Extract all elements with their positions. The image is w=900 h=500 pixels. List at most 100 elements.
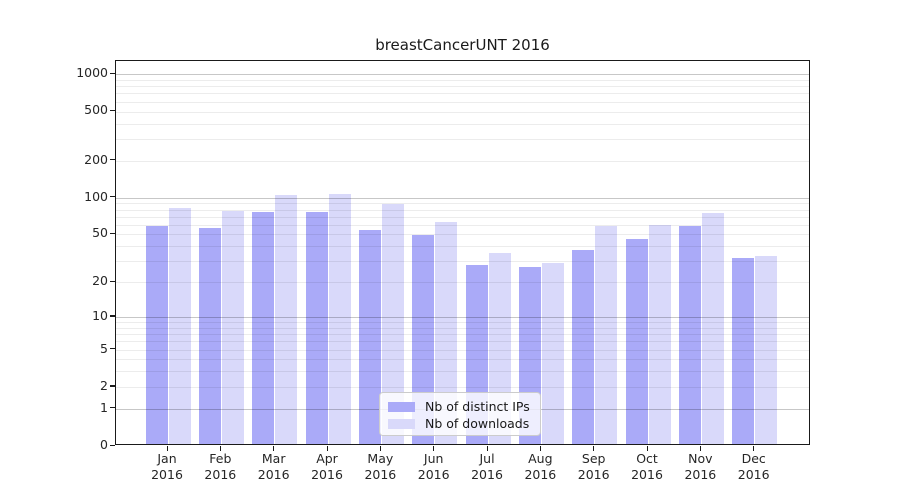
y-tick-mark [110,348,115,350]
minor-gridline [116,261,809,263]
x-tick-year: 2016 [151,467,183,482]
x-tick-label: May 2016 [352,451,408,483]
x-tick-label: Mar 2016 [246,451,302,483]
y-tick-label: 5 [100,340,108,356]
x-tick-label: Dec 2016 [726,451,782,483]
minor-gridline [116,234,809,236]
legend: Nb of distinct IPs Nb of downloads [379,392,541,436]
x-tick-mark [219,446,222,451]
minor-gridline [116,246,809,248]
legend-swatch-distinct-ips [388,401,415,412]
x-tick-mark [379,446,382,451]
bar-downloads-jun [435,221,458,444]
bar-distinct-ips-sep [572,249,595,444]
bar-downloads-oct [648,224,671,444]
minor-gridline [116,203,809,205]
major-gridline [116,317,809,318]
y-tick-mark [110,232,115,235]
x-tick-mark [539,446,542,451]
y-tick-label: 500 [84,102,108,118]
bar-downloads-sep [595,225,618,444]
y-tick-mark [110,109,115,112]
minor-gridline [116,224,809,226]
bar-distinct-ips-jun [412,234,435,444]
bar-distinct-ips-oct [625,239,648,444]
minor-gridline [116,386,809,388]
minor-gridline [116,282,809,284]
minor-gridline [116,138,809,140]
chart-title: breastCancerUNT 2016 [375,36,550,54]
y-tick-mark [110,407,115,409]
bar-distinct-ips-feb [198,228,221,444]
x-tick-month: Feb [209,451,232,466]
x-tick-year: 2016 [631,467,663,482]
x-tick-label: Aug 2016 [512,451,568,483]
minor-gridline [116,327,809,329]
y-tick-label: 0 [100,437,108,452]
x-tick-year: 2016 [204,467,237,482]
x-tick-month: Jun [423,451,444,466]
x-tick-label: Jan 2016 [139,451,195,483]
minor-gridline [116,216,809,218]
y-tick-label: 10 [92,307,108,323]
minor-gridline [116,371,809,373]
x-tick-year: 2016 [471,467,503,482]
x-tick-month: Aug [528,451,553,466]
x-tick-mark [433,446,435,451]
minor-gridline [116,322,809,324]
legend-label-downloads: Nb of downloads [425,416,530,431]
minor-gridline [116,93,809,95]
x-tick-month: Apr [316,451,338,466]
x-tick-year: 2016 [257,467,290,482]
y-tick-mark [110,159,115,161]
x-tick-month: Oct [636,451,658,466]
x-tick-month: May [367,451,394,466]
x-tick-label: Sep 2016 [566,451,622,483]
legend-item-distinct-ips: Nb of distinct IPs [388,398,532,415]
bar-distinct-ips-jan [145,225,168,444]
x-tick-mark [326,446,328,451]
bar-distinct-ips-apr [305,211,328,444]
plot-area: Nb of distinct IPs Nb of downloads [115,60,810,445]
bar-downloads-jan [168,207,191,444]
y-tick-mark [110,315,115,317]
bar-distinct-ips-may [358,230,381,444]
x-tick-label: Nov 2016 [672,451,728,483]
x-tick-month: Nov [688,451,713,466]
bar-downloads-feb [221,211,244,444]
bar-downloads-nov [701,213,724,444]
x-tick-label: Oct 2016 [619,451,675,483]
x-tick-month: Mar [261,451,286,466]
x-tick-mark [646,446,648,451]
y-tick-mark [110,72,115,74]
x-tick-month: Jul [479,451,495,466]
y-tick-label: 200 [84,151,108,167]
minor-gridline [116,79,809,81]
x-tick-mark [273,446,275,451]
bar-downloads-apr [328,193,351,444]
x-tick-mark [593,446,595,451]
y-tick-label: 100 [84,188,108,204]
y-tick-label: 1 [100,399,108,415]
minor-gridline [116,341,809,343]
y-tick-mark [110,280,115,282]
y-tick-mark [110,444,115,446]
minor-gridline [116,101,809,103]
x-tick-mark [753,446,755,451]
x-tick-mark [486,446,488,451]
bar-downloads-mar [275,195,298,444]
x-tick-month: Dec [741,451,766,466]
y-tick-mark [110,196,115,198]
legend-label-distinct-ips: Nb of distinct IPs [425,399,530,414]
major-gridline [116,197,809,199]
x-tick-year: 2016 [417,467,450,482]
x-tick-year: 2016 [577,467,610,482]
x-tick-year: 2016 [524,467,557,482]
x-tick-month: Sep [581,451,606,466]
bar-downloads-dec [755,255,778,444]
minor-gridline [116,334,809,336]
minor-gridline [116,209,809,211]
x-tick-label: Feb 2016 [192,451,248,483]
x-tick-mark [166,446,168,451]
